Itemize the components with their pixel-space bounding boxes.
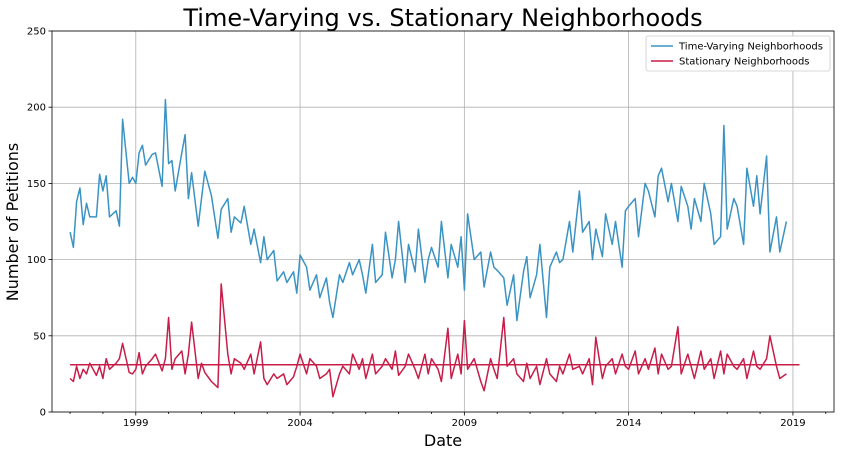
y-tick-label: 250	[27, 27, 46, 38]
x-tick-label: 2004	[287, 418, 312, 429]
y-tick-label: 50	[33, 331, 46, 342]
y-axis-title: Number of Petitions	[3, 143, 22, 302]
y-tick-label: 200	[27, 103, 46, 114]
x-tick-label: 2014	[616, 418, 641, 429]
y-tick-label: 150	[27, 179, 46, 190]
x-axis-ticks: 1999 2004 2009 2014 2019	[69, 412, 827, 429]
x-tick-label: 2009	[452, 418, 477, 429]
grid-lines	[52, 30, 834, 413]
x-axis-title: Date	[424, 431, 462, 450]
plot-frame	[51, 30, 835, 413]
series-line-stationary	[69, 283, 787, 398]
x-tick-label: 1999	[123, 418, 148, 429]
chart-title: Time-Varying vs. Stationary Neighborhood…	[182, 4, 702, 32]
series-layer	[69, 98, 800, 398]
y-tick-label: 0	[40, 408, 46, 419]
y-tick-label: 100	[27, 255, 46, 266]
y-axis-ticks: 0 50 100 150 200 250	[27, 27, 52, 419]
x-tick-label: 2019	[780, 418, 805, 429]
legend-label-time-varying: Time-Varying Neighborhoods	[678, 42, 823, 53]
legend-box	[645, 35, 831, 72]
series-line-time-varying	[69, 98, 788, 322]
legend-label-stationary: Stationary Neighborhoods	[679, 57, 810, 68]
legend: Time-Varying Neighborhoods Stationary Ne…	[645, 35, 831, 72]
